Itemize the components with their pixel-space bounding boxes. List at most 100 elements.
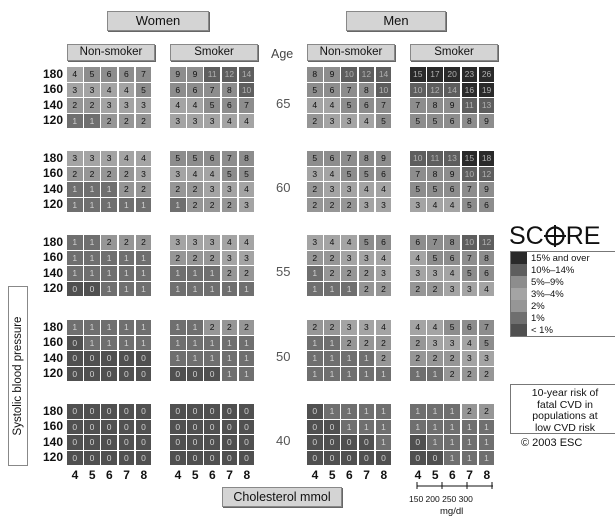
risk-cell: 0	[135, 435, 152, 450]
risk-cell: 1	[84, 113, 100, 129]
men-smoker-header: Smoker	[410, 44, 498, 61]
risk-cell: 2	[341, 197, 357, 213]
risk-cell: 1	[67, 197, 83, 213]
risk-cell: 0	[221, 435, 238, 450]
age-label-60: 60	[276, 180, 291, 195]
risk-cell: 7	[135, 67, 152, 82]
risk-cell: 0	[101, 404, 117, 419]
age-label-40: 40	[276, 433, 291, 448]
risk-cell: 0	[118, 404, 135, 419]
legend: 15% and over 10%–14% 5%–9% 3%–4% 2% 1% < 1%	[510, 251, 615, 337]
risk-cell: 0	[187, 366, 203, 382]
risk-cell: 3	[444, 281, 460, 297]
risk-cell: 1	[358, 366, 375, 382]
mgdl-unit: mg/dl	[440, 506, 464, 517]
risk-cell: 6	[324, 82, 340, 98]
sbp-tick-label: 180	[42, 319, 63, 334]
sbp-tick-label: 140	[42, 434, 63, 449]
risk-cell: 1	[341, 281, 357, 297]
risk-cell: 1	[341, 419, 357, 435]
risk-cell: 4	[187, 166, 203, 182]
risk-cell: 0	[307, 450, 323, 466]
risk-cell: 3	[358, 197, 375, 213]
legend-item: 15% and over	[511, 252, 615, 264]
risk-cell: 6	[221, 98, 238, 113]
risk-cell: 1	[410, 404, 426, 419]
risk-cell: 1	[461, 419, 478, 435]
risk-cell: 2	[324, 250, 340, 266]
cholesterol-tick-label: 5	[431, 468, 439, 482]
risk-cell: 4	[375, 182, 392, 197]
risk-cell: 0	[170, 404, 186, 419]
women-non-smoker-header: Non-smoker	[67, 44, 155, 61]
risk-cell: 12	[478, 166, 495, 182]
risk-cell: 10	[238, 82, 255, 98]
legend-item: < 1%	[511, 324, 615, 336]
risk-cell: 2	[307, 113, 323, 129]
risk-cell: 1	[444, 419, 460, 435]
sbp-tick-label: 180	[42, 66, 63, 81]
risk-cell: 0	[341, 435, 357, 450]
risk-cell: 4	[204, 166, 220, 182]
risk-cell: 3	[135, 166, 152, 182]
legend-label: 3%–4%	[531, 288, 564, 300]
risk-cell: 0	[84, 419, 100, 435]
risk-cell: 0	[67, 435, 83, 450]
risk-cell: 1	[307, 266, 323, 281]
risk-cell: 1	[341, 404, 357, 419]
cholesterol-tick-label: 6	[346, 468, 353, 482]
risk-cell: 3	[238, 197, 255, 213]
risk-cell: 3	[204, 235, 220, 250]
risk-cell: 1	[375, 419, 392, 435]
risk-cell: 0	[135, 419, 152, 435]
risk-cell: 0	[187, 435, 203, 450]
risk-cell: 2	[324, 197, 340, 213]
risk-cell: 1	[101, 197, 117, 213]
risk-cell: 5	[427, 113, 443, 129]
risk-cell: 0	[118, 351, 135, 366]
risk-cell: 3	[444, 335, 460, 351]
risk-cell: 10	[461, 166, 478, 182]
women-smoker-header: Smoker	[170, 44, 258, 61]
risk-cell: 1	[444, 404, 460, 419]
risk-cell: 7	[461, 250, 478, 266]
risk-cell: 1	[135, 266, 152, 281]
risk-cell: 2	[204, 250, 220, 266]
risk-cell: 7	[427, 235, 443, 250]
cholesterol-tick-label: 5	[191, 468, 199, 482]
cholesterol-tick-label: 4	[174, 468, 182, 482]
risk-cell: 1	[307, 351, 323, 366]
risk-cell: 1	[67, 182, 83, 197]
risk-cell: 1	[84, 320, 100, 335]
risk-cell: 1	[67, 113, 83, 129]
risk-cell: 2	[118, 182, 135, 197]
risk-cell: 4	[358, 113, 375, 129]
risk-cell: 2	[187, 197, 203, 213]
risk-cell: 0	[101, 351, 117, 366]
risk-cell: 1	[461, 435, 478, 450]
risk-cell: 3	[101, 98, 117, 113]
risk-cell: 4	[427, 320, 443, 335]
risk-cell: 4	[135, 151, 152, 166]
risk-cell: 0	[221, 404, 238, 419]
risk-cell: 4	[410, 320, 426, 335]
risk-cell: 7	[341, 151, 357, 166]
risk-cell: 1	[118, 197, 135, 213]
risk-cell: 6	[444, 182, 460, 197]
cholesterol-tick-label: 7	[226, 468, 233, 482]
risk-cell: 7	[238, 98, 255, 113]
risk-cell: 14	[444, 82, 460, 98]
risk-cell: 2	[358, 266, 375, 281]
risk-cell: 2	[444, 366, 460, 382]
risk-cell: 2	[170, 250, 186, 266]
risk-cell: 7	[204, 82, 220, 98]
risk-cell: 0	[84, 435, 100, 450]
risk-cell: 7	[478, 320, 495, 335]
risk-cell: 3	[341, 113, 357, 129]
risk-cell: 8	[221, 82, 238, 98]
risk-cell: 1	[204, 335, 220, 351]
cholesterol-tick-label: 5	[328, 468, 336, 482]
risk-cell: 2	[375, 351, 392, 366]
risk-cell: 1	[118, 320, 135, 335]
risk-cell: 0	[101, 435, 117, 450]
